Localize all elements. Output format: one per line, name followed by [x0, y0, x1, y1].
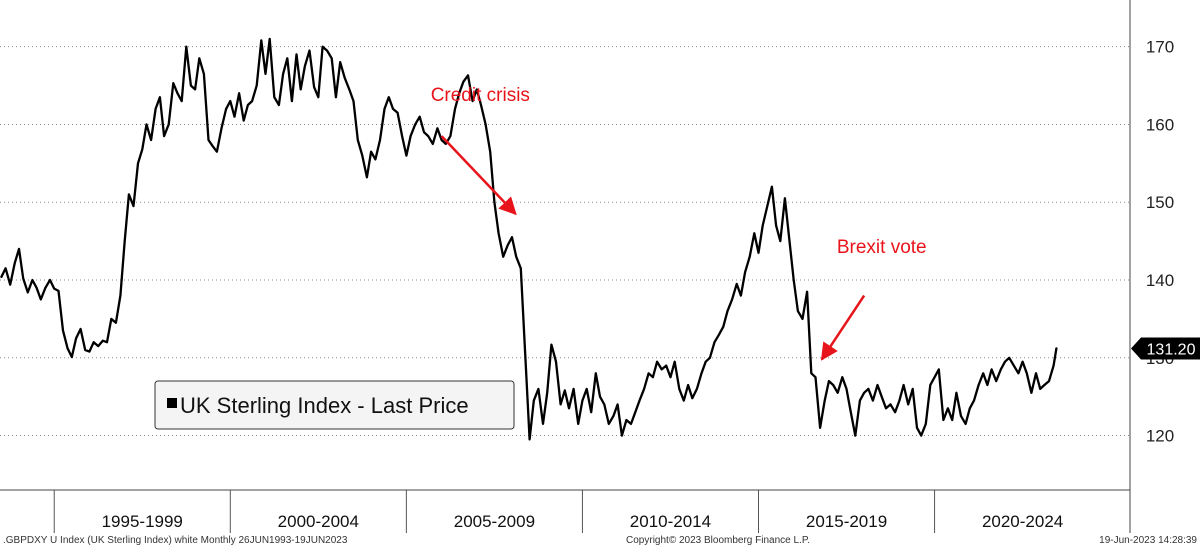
footer: .GBPDXY U Index (UK Sterling Index) whit…: [3, 535, 1197, 546]
legend-label: UK Sterling Index - Last Price: [180, 393, 469, 418]
y-tick-label: 170: [1146, 38, 1174, 57]
last-value-badge: [1131, 337, 1200, 360]
series-line-sterling-index: [0, 37, 1058, 441]
gridlines: [0, 46, 1130, 437]
y-tick-label: 120: [1146, 427, 1174, 446]
footer-copyright: Copyright© 2023 Bloomberg Finance L.P.: [626, 535, 810, 546]
footer-timestamp: 19-Jun-2023 14:28:39: [1099, 535, 1197, 546]
y-tick-label: 140: [1146, 271, 1174, 290]
annotation-arrow: [440, 135, 517, 216]
series-layer: [0, 37, 1058, 441]
legend-swatch: [167, 398, 177, 408]
annotation-label: Credit crisis: [431, 85, 530, 106]
legend: UK Sterling Index - Last Price: [154, 380, 515, 430]
x-period-label: 2015-2019: [806, 512, 887, 531]
x-period-label: 2005-2009: [454, 512, 535, 531]
footer-source: .GBPDXY U Index (UK Sterling Index) whit…: [3, 535, 348, 546]
annotations: Credit crisis Brexit vote: [431, 85, 927, 361]
annotation-label: Brexit vote: [837, 237, 927, 258]
y-tick-label: 160: [1146, 115, 1174, 134]
last-value-label: 131.20: [1147, 341, 1196, 358]
x-period-label: 1995-1999: [102, 512, 183, 531]
annotation-arrow: [820, 294, 866, 361]
y-tick-label: 150: [1146, 193, 1174, 212]
legend-box: [154, 380, 515, 430]
x-period-label: 2020-2024: [982, 512, 1063, 531]
x-period-label: 2010-2014: [630, 512, 711, 531]
x-period-label: 2000-2004: [278, 512, 359, 531]
axes: 1201301401501601701995-19992000-20042005…: [0, 0, 1200, 533]
